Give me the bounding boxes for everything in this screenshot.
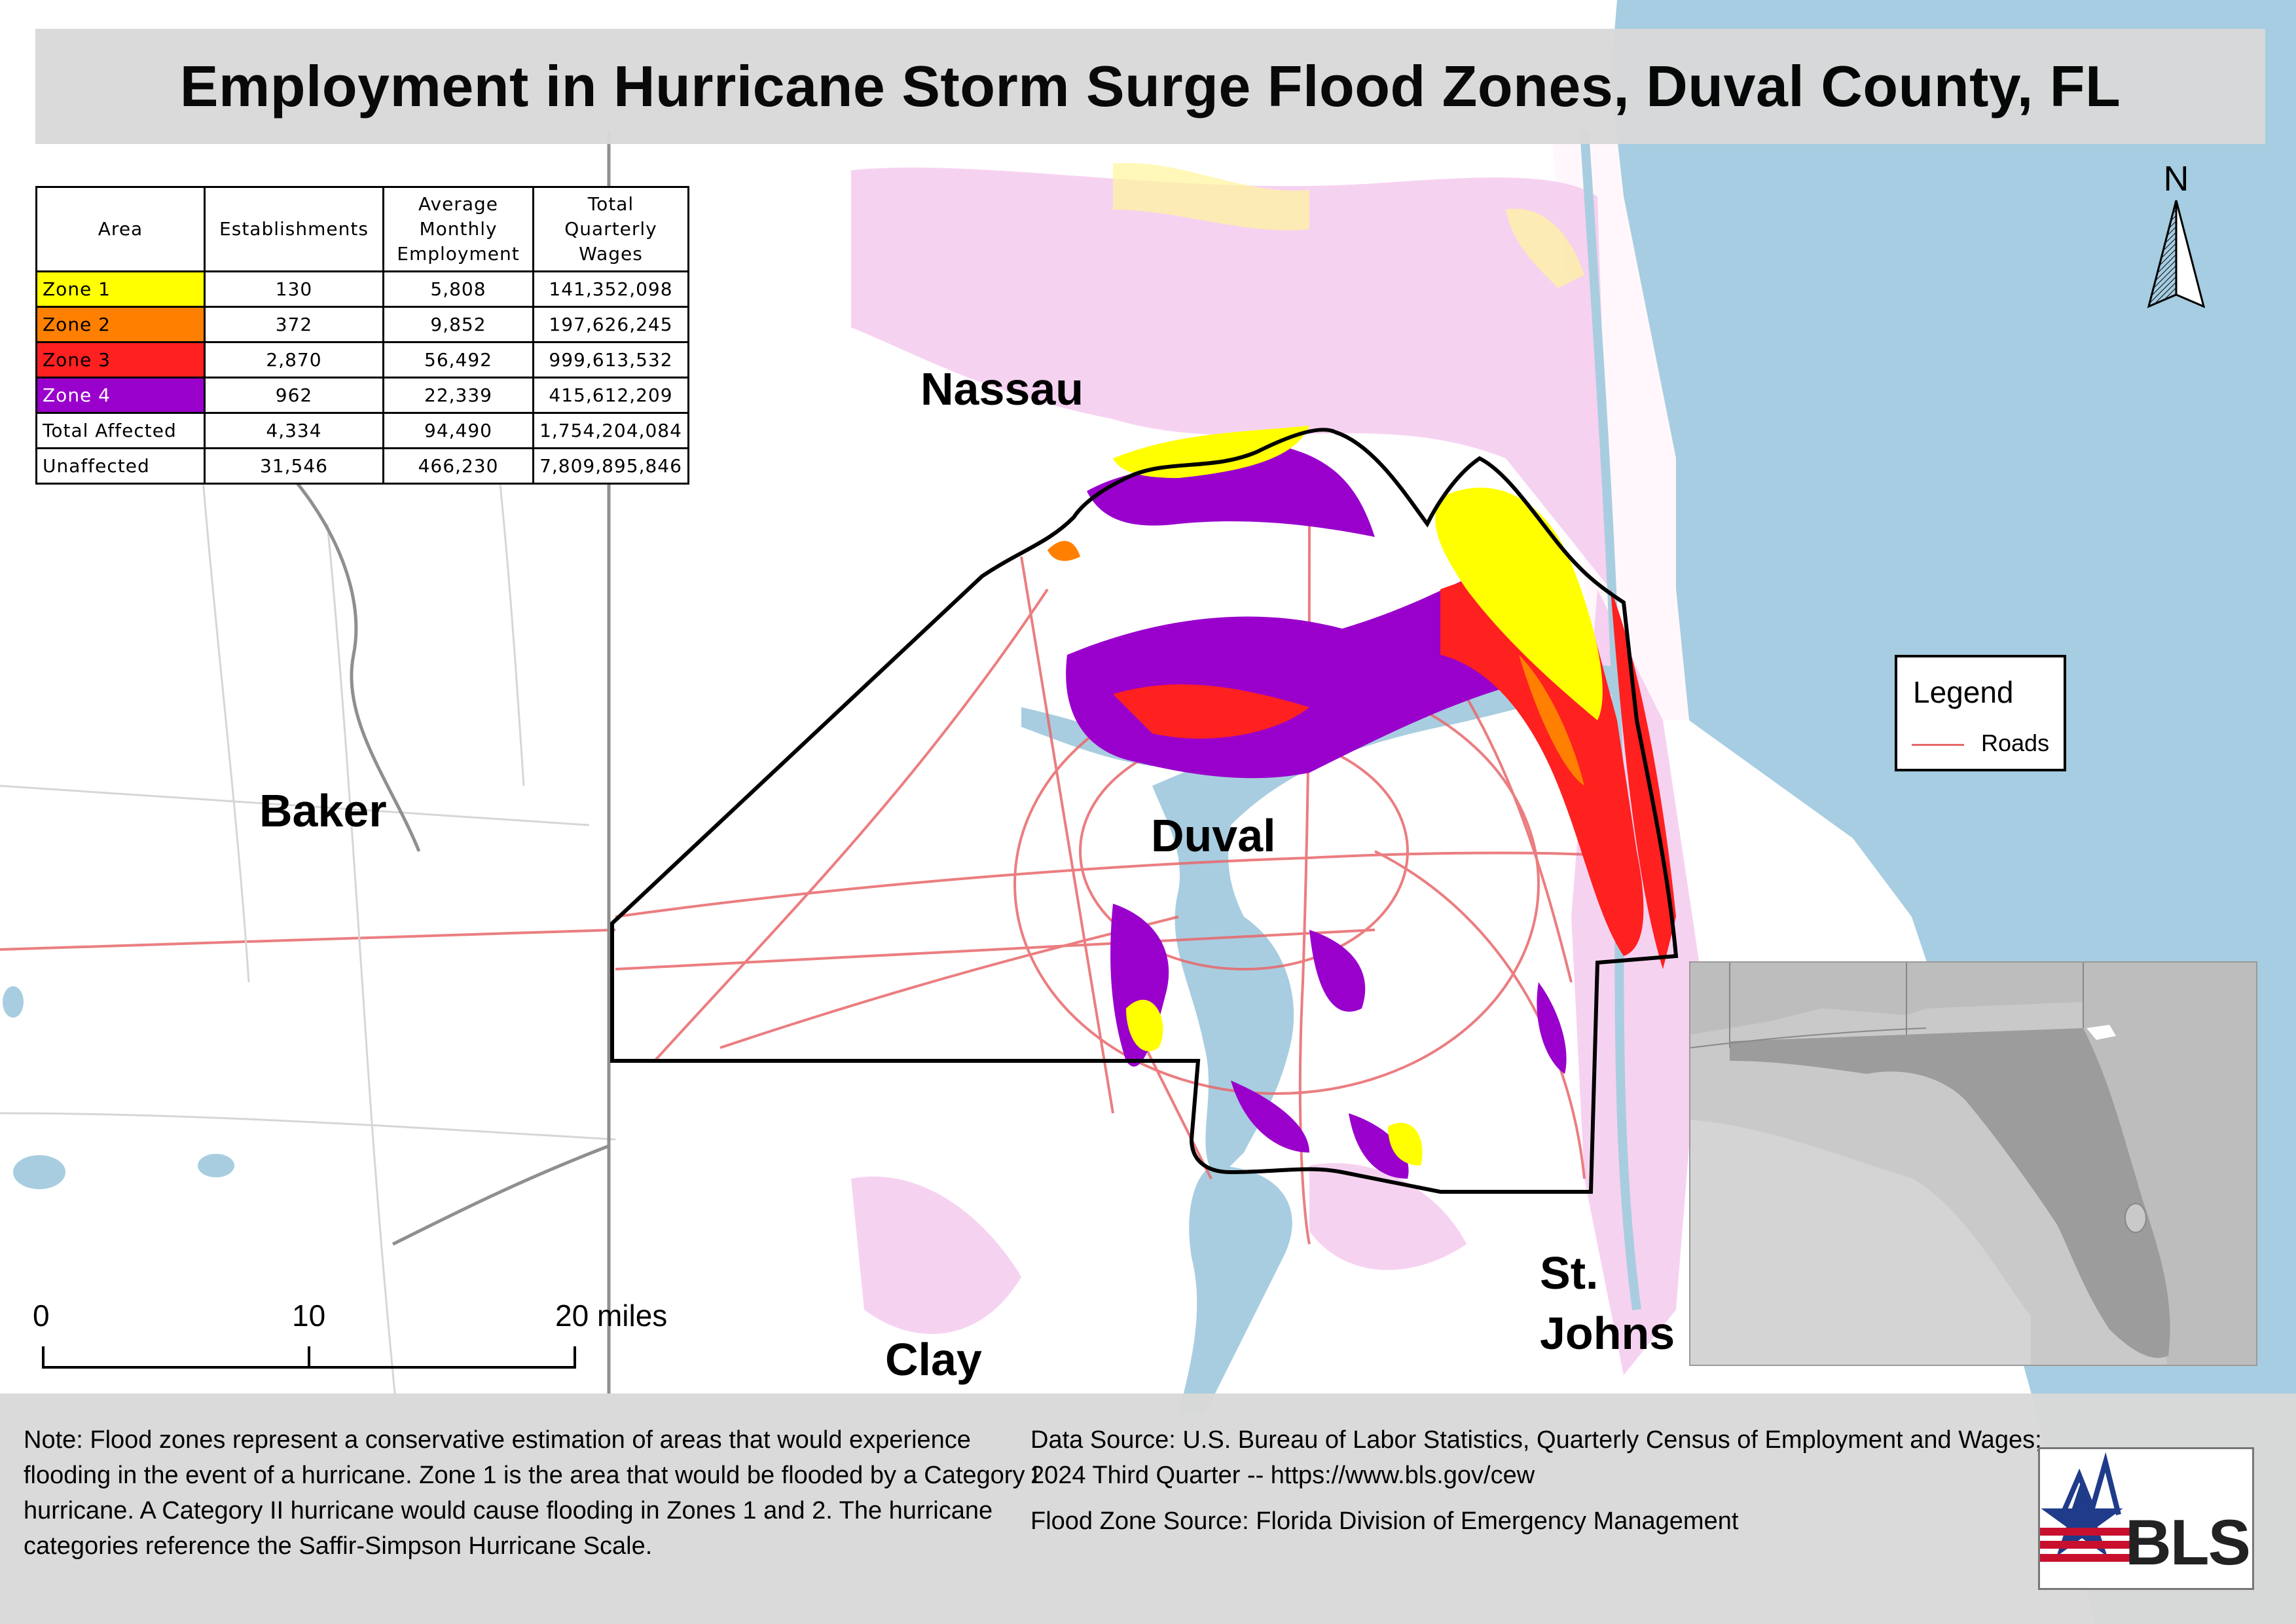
footer-note: Note: Flood zones represent a conservati… — [24, 1426, 1039, 1560]
row-zone1-establishments: 130 — [204, 270, 384, 308]
header-area: Area — [35, 186, 206, 272]
scale-bar — [42, 1346, 576, 1369]
county-label-clay: Clay — [885, 1334, 982, 1385]
row-zone2-wages: 197,626,245 — [532, 306, 689, 343]
row-zone4-employment: 22,339 — [382, 377, 534, 414]
scale-label-0: 0 — [33, 1299, 50, 1333]
florida-locator-map — [1690, 963, 2256, 1365]
row-zone2-employment: 9,852 — [382, 306, 534, 343]
row-zone3-establishments: 2,870 — [204, 341, 384, 378]
row-zone1-employment: 5,808 — [382, 270, 534, 308]
bls-logo-text: BLS — [2125, 1506, 2251, 1578]
row-zone4-wages: 415,612,209 — [532, 377, 689, 414]
row-zone2-area: Zone 2 — [35, 306, 206, 343]
row-unaffected-wages: 7,809,895,846 — [532, 447, 689, 485]
row-zone1-area: Zone 1 — [35, 270, 206, 308]
table-header-row: Area Establishments Average Monthly Empl… — [35, 186, 689, 272]
footer-flood-source: Flood Zone Source: Florida Division of E… — [1030, 1507, 1739, 1535]
legend-box: Legend Roads — [1895, 655, 2066, 771]
stats-table: Area Establishments Average Monthly Empl… — [35, 186, 689, 485]
row-total-employment: 94,490 — [382, 412, 534, 449]
row-zone4-establishments: 962 — [204, 377, 384, 414]
row-total-area: Total Affected — [35, 412, 206, 449]
county-label-duval: Duval — [1151, 810, 1276, 861]
county-label-baker: Baker — [259, 785, 387, 836]
table-row: Zone 1 130 5,808 141,352,098 — [35, 270, 689, 308]
table-row: Total Affected 4,334 94,490 1,754,204,08… — [35, 412, 689, 449]
county-label-st-johns-l2: Johns — [1540, 1308, 1675, 1359]
pale-yellow-areas — [1113, 162, 1584, 288]
footer-data-source: Data Source: U.S. Bureau of Labor Statis… — [1030, 1426, 2042, 1489]
header-employment-l3: Employment — [397, 243, 520, 265]
map-title: Employment in Hurricane Storm Surge Floo… — [179, 54, 2121, 119]
legend-title: Legend — [1913, 675, 2014, 709]
scale-label-10: 10 — [292, 1299, 326, 1333]
table-row: Zone 2 372 9,852 197,626,245 — [35, 306, 689, 343]
row-total-wages: 1,754,204,084 — [532, 412, 689, 449]
row-unaffected-area: Unaffected — [35, 447, 206, 485]
roads-legend-swatch — [1912, 744, 1964, 746]
rivers-water — [3, 663, 2164, 1414]
row-unaffected-establishments: 31,546 — [204, 447, 384, 485]
header-employment-l2: Monthly — [419, 218, 498, 240]
inset-map — [1689, 961, 2257, 1366]
row-zone3-wages: 999,613,532 — [532, 341, 689, 378]
legend-roads-label: Roads — [1981, 729, 2050, 756]
header-wages-l1: Total — [587, 193, 634, 215]
north-label: N — [2163, 159, 2189, 198]
county-label-st-johns: St. Johns — [1540, 1243, 1675, 1363]
header-employment: Average Monthly Employment — [382, 186, 534, 272]
header-establishments: Establishments — [204, 186, 384, 272]
header-wages-l3: Wages — [579, 243, 643, 265]
county-label-nassau: Nassau — [920, 363, 1084, 415]
row-total-establishments: 4,334 — [204, 412, 384, 449]
row-zone4-area: Zone 4 — [35, 377, 206, 414]
north-arrow: N — [2145, 161, 2208, 318]
header-wages: Total Quarterly Wages — [532, 186, 689, 272]
table-row: Zone 4 962 22,339 415,612,209 — [35, 377, 689, 414]
table-row: Zone 3 2,870 56,492 999,613,532 — [35, 341, 689, 378]
table-row: Unaffected 31,546 466,230 7,809,895,846 — [35, 447, 689, 485]
row-unaffected-employment: 466,230 — [382, 447, 534, 485]
row-zone3-area: Zone 3 — [35, 341, 206, 378]
bls-logo: BLS — [2038, 1447, 2254, 1590]
north-arrow-icon — [2147, 200, 2206, 308]
bls-logo-icon — [2040, 1452, 2132, 1562]
header-wages-l2: Quarterly — [564, 218, 657, 240]
row-zone2-establishments: 372 — [204, 306, 384, 343]
flood-zone-2 — [1048, 541, 1584, 786]
title-bar: Employment in Hurricane Storm Surge Floo… — [35, 29, 2265, 144]
header-employment-l1: Average — [418, 193, 498, 215]
row-zone1-wages: 141,352,098 — [532, 270, 689, 308]
county-label-st-johns-l1: St. — [1540, 1247, 1599, 1299]
duval-county-border — [610, 428, 1679, 1194]
scale-label-20: 20 miles — [555, 1299, 668, 1333]
row-zone3-employment: 56,492 — [382, 341, 534, 378]
footer-panel — [0, 1393, 2296, 1624]
